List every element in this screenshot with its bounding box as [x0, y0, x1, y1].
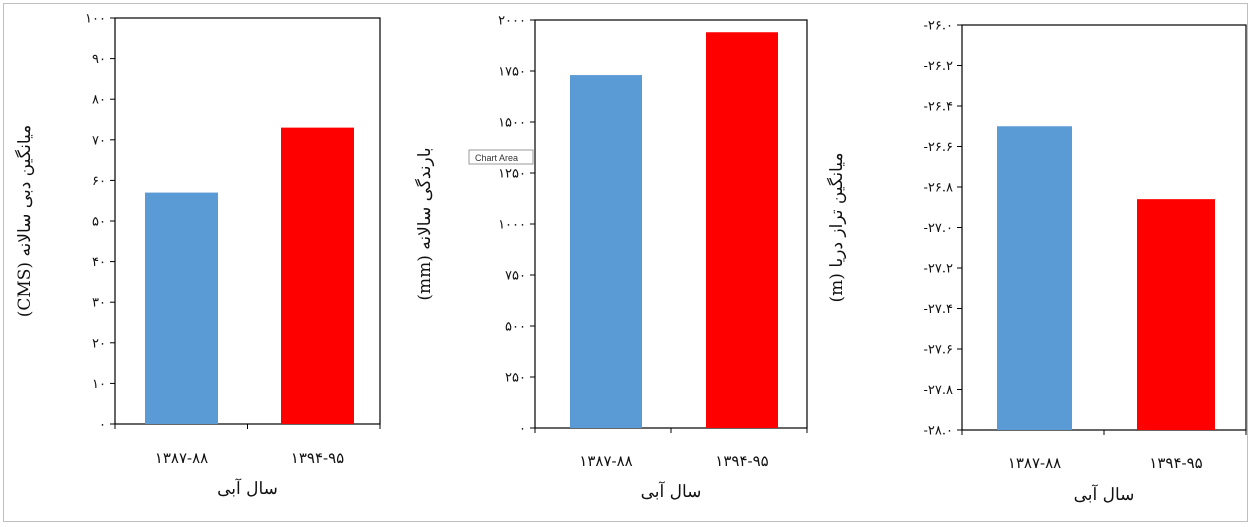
- chart1-bar-2: [281, 127, 354, 425]
- chart2-ytick-label: ۰: [519, 422, 526, 437]
- chart3-bar-2: [1137, 199, 1215, 430]
- chart3-category-label: ۱۳۹۴-۹۵: [1149, 454, 1202, 472]
- chart-area-tooltip: [468, 149, 534, 165]
- chart2-ytick-label: ۱۵۰۰: [498, 116, 526, 131]
- chart2-ytick-label: ۱۷۵۰: [498, 65, 526, 80]
- chart3-ytick-label: -۲۶.۴: [924, 100, 953, 115]
- chart3-ytick-label: -۲۶.۰: [924, 19, 953, 34]
- chart2-ytick-label: ۲۰۰۰: [498, 14, 526, 29]
- chart3-category-label: ۱۳۸۷-۸۸: [1008, 454, 1061, 472]
- chart1-ytick-label: ۳۰: [92, 296, 106, 311]
- chart3-ytick-label: -۲۶.۲: [924, 59, 953, 74]
- chart1-ytick-label: ۴۰: [92, 255, 106, 270]
- chart2-ytick-label: ۷۵۰: [505, 269, 526, 284]
- chart3-ytick-label: -۲۷.۲: [924, 262, 953, 277]
- chart2-bar-1: [570, 75, 642, 428]
- chart3-ytick-label: -۲۷.۸: [924, 383, 953, 398]
- chart3-y-axis-title: میانگین تراز دریا (m): [826, 153, 847, 303]
- chart1-ytick-label: ۱۰: [92, 377, 106, 392]
- chart1-ytick-label: ۵۰: [92, 215, 106, 230]
- chart1-x-axis-title: سال آبی: [217, 477, 278, 499]
- chart1-y-axis-title: میانگین دبی سالانه (CMS): [14, 125, 35, 318]
- chart1-ytick-label: ۱۰۰: [85, 12, 106, 27]
- chart3-ytick-label: -۲۸.۰: [924, 424, 953, 439]
- chart3-ytick-label: -۲۷.۴: [924, 302, 953, 317]
- chart3-ytick-label: -۲۷.۰: [924, 221, 953, 236]
- chart3-ytick-label: -۲۶.۸: [924, 181, 953, 196]
- chart1-category-label: ۱۳۹۴-۹۵: [291, 449, 344, 467]
- chart1-ytick-label: ۷۰: [92, 133, 106, 148]
- chart1-ytick-label: ۸۰: [92, 93, 106, 108]
- chart2-ytick-label: ۵۰۰: [505, 320, 526, 335]
- chart2-ytick-label: ۱۰۰۰: [498, 218, 526, 233]
- figure-frame: [3, 3, 1248, 522]
- chart1-ytick-label: ۲۰: [92, 336, 106, 351]
- chart2-bar-2: [706, 32, 778, 429]
- chart3-ytick-label: -۲۶.۶: [924, 140, 953, 155]
- chart1-ytick-label: ۶۰: [92, 174, 106, 189]
- chart2-ytick-label: ۱۲۵۰: [498, 167, 526, 182]
- chart3-ytick-label: -۲۷.۶: [924, 343, 953, 358]
- chart2-category-label: ۱۳۸۷-۸۸: [579, 452, 632, 470]
- chart1-category-label: ۱۳۸۷-۸۸: [155, 449, 208, 467]
- chart1-ytick-label: ۹۰: [92, 52, 106, 67]
- chart1-bar-1: [145, 192, 218, 424]
- chart3-x-axis-title: سال آبی: [1074, 483, 1135, 505]
- chart-area-tooltip-label: Chart Area: [475, 153, 518, 163]
- chart2-ytick-label: ۲۵۰: [505, 371, 526, 386]
- chart2-category-label: ۱۳۹۴-۹۵: [715, 452, 768, 470]
- chart2-y-axis-title: بارندگی سالانه (mm): [414, 147, 435, 300]
- chart2-x-axis-title: سال آبی: [641, 480, 702, 502]
- chart1-ytick-label: ۰: [99, 418, 106, 433]
- chart3-bar-1: [997, 126, 1072, 430]
